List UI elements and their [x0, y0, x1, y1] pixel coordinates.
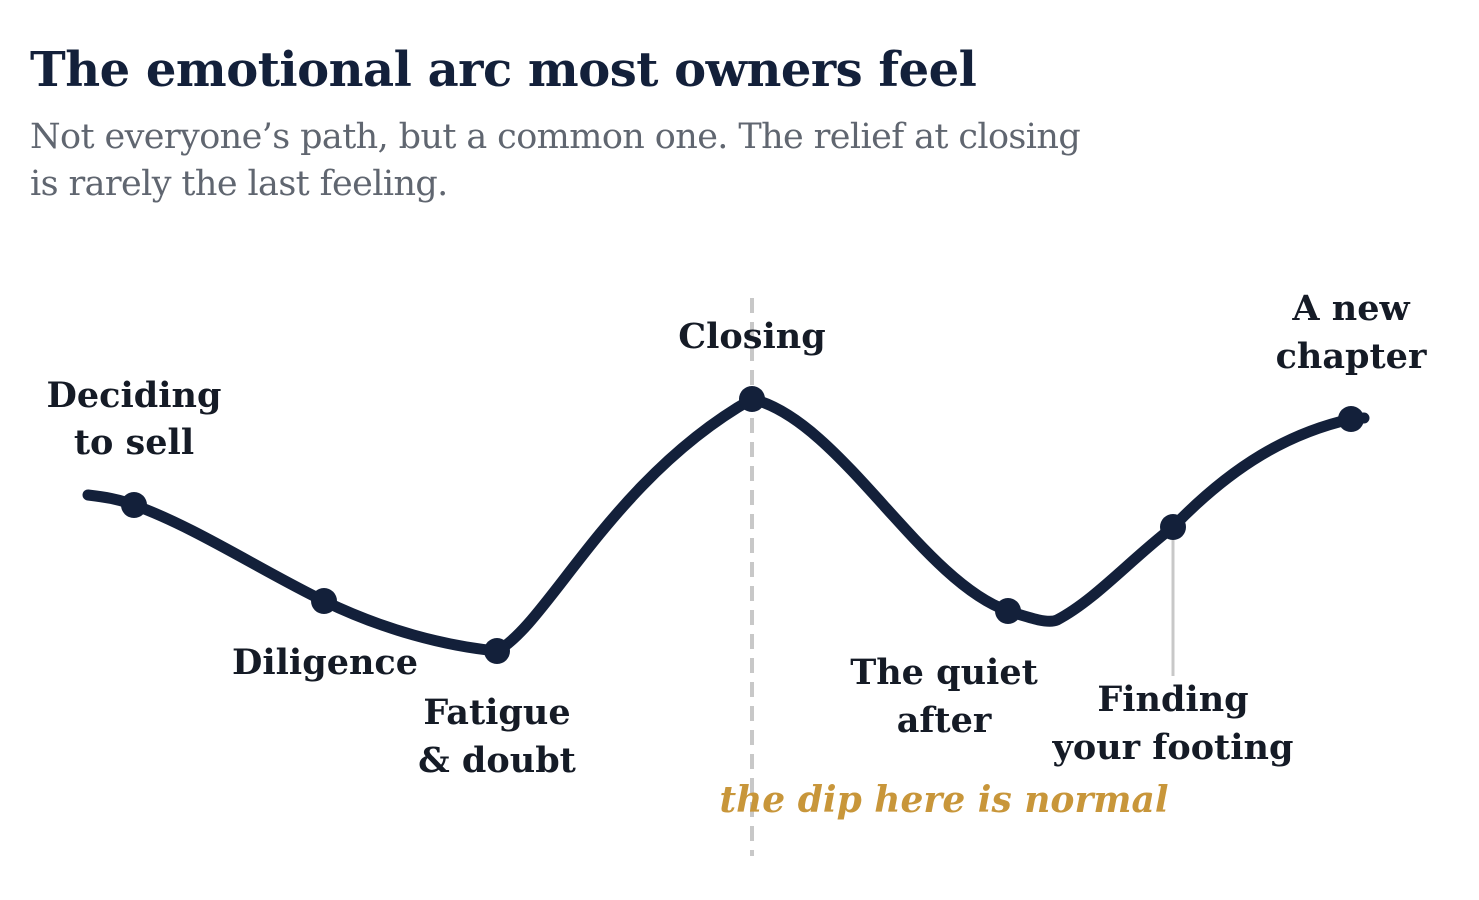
stage-label-line: after — [897, 700, 992, 741]
stage-label-fatigue: Fatigue & doubt — [418, 692, 576, 781]
page-subtitle: Not everyone’s path, but a common one. T… — [30, 114, 1150, 208]
stage-label-line: & doubt — [418, 740, 576, 781]
emotional-arc-curve — [82, 393, 1370, 657]
stage-label-line: Finding — [1097, 679, 1248, 720]
stage-label-new-chapter: A new chapter — [1276, 288, 1427, 377]
stage-label-line: Fatigue — [423, 692, 570, 733]
subtitle-line-2: is rarely the last feeling. — [30, 164, 448, 204]
page-title: The emotional arc most owners feel — [30, 42, 977, 98]
stage-label-line: The quiet — [850, 652, 1038, 693]
stage-label-line: Closing — [678, 316, 825, 357]
stage-label-line: A new — [1291, 288, 1410, 329]
subtitle-line-1: Not everyone’s path, but a common one. T… — [30, 117, 1081, 157]
stage-marker-closing — [739, 386, 765, 412]
stage-marker-deciding — [121, 492, 147, 518]
stage-label-line: your footing — [1052, 727, 1294, 768]
stage-label-footing: Finding your footing — [1052, 679, 1294, 768]
stage-label-line: Diligence — [232, 642, 418, 683]
stage-marker-quiet — [995, 598, 1021, 624]
stage-label-line: to sell — [74, 422, 194, 463]
stage-label-deciding: Deciding to sell — [47, 375, 222, 463]
stage-marker-fatigue — [484, 638, 510, 664]
stage-label-diligence: Diligence — [232, 642, 418, 683]
stage-label-closing: Closing — [678, 316, 825, 357]
stage-label-line: chapter — [1276, 336, 1427, 377]
stage-label-line: Deciding — [47, 375, 222, 416]
stage-marker-footing — [1160, 514, 1186, 540]
stage-label-quiet: The quiet after — [850, 652, 1038, 741]
stage-marker-diligence — [311, 588, 337, 614]
stage-marker-new-chapter — [1338, 406, 1364, 432]
dip-annotation: the dip here is normal — [720, 779, 1169, 821]
